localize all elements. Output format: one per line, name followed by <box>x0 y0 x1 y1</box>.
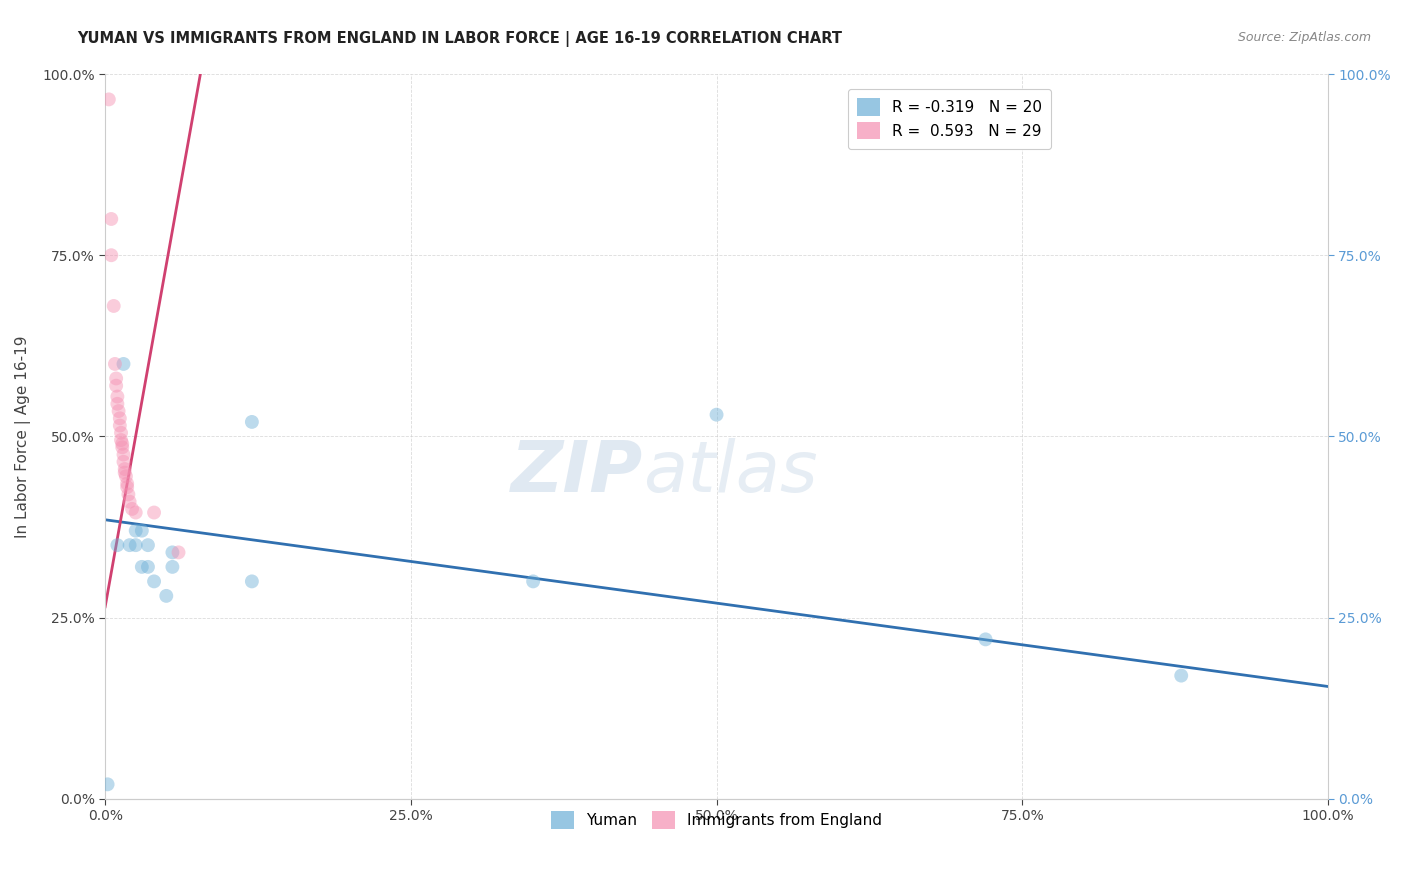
Point <box>162 560 184 574</box>
Text: atlas: atlas <box>643 438 818 508</box>
Point <box>111 436 134 450</box>
Point <box>125 538 148 552</box>
Point <box>105 371 128 385</box>
Point <box>110 425 132 440</box>
Point <box>240 574 263 589</box>
Point <box>121 502 143 516</box>
Point <box>108 411 131 425</box>
Point <box>117 487 139 501</box>
Point <box>1170 668 1192 682</box>
Point <box>112 357 135 371</box>
Point <box>115 476 138 491</box>
Point <box>108 418 131 433</box>
Point <box>162 545 184 559</box>
Point <box>155 589 177 603</box>
Point <box>97 92 120 106</box>
Point <box>105 538 128 552</box>
Point <box>115 469 138 483</box>
Point <box>143 574 166 589</box>
Point <box>105 390 128 404</box>
Point <box>112 448 135 462</box>
Point <box>103 299 125 313</box>
Point <box>143 506 166 520</box>
Point <box>240 415 263 429</box>
Point <box>107 404 129 418</box>
Text: ZIP: ZIP <box>510 438 643 508</box>
Point <box>104 357 127 371</box>
Point <box>105 397 128 411</box>
Point <box>974 632 997 647</box>
Text: YUMAN VS IMMIGRANTS FROM ENGLAND IN LABOR FORCE | AGE 16-19 CORRELATION CHART: YUMAN VS IMMIGRANTS FROM ENGLAND IN LABO… <box>77 31 842 47</box>
Point <box>136 560 159 574</box>
Point <box>97 777 120 791</box>
Point <box>110 433 132 447</box>
Point <box>522 574 544 589</box>
Point <box>706 408 728 422</box>
Point <box>125 524 148 538</box>
Point <box>131 524 153 538</box>
Point <box>100 248 122 262</box>
Point <box>114 466 136 480</box>
Point <box>105 378 128 392</box>
Y-axis label: In Labor Force | Age 16-19: In Labor Force | Age 16-19 <box>15 335 31 538</box>
Point <box>111 440 134 454</box>
Legend: Yuman, Immigrants from England: Yuman, Immigrants from England <box>544 805 889 835</box>
Point <box>131 560 153 574</box>
Point <box>136 538 159 552</box>
Point <box>167 545 190 559</box>
Point <box>118 494 141 508</box>
Point <box>100 211 122 226</box>
Point <box>118 538 141 552</box>
Point <box>125 506 148 520</box>
Text: Source: ZipAtlas.com: Source: ZipAtlas.com <box>1237 31 1371 45</box>
Point <box>114 462 136 476</box>
Point <box>115 480 138 494</box>
Point <box>112 455 135 469</box>
